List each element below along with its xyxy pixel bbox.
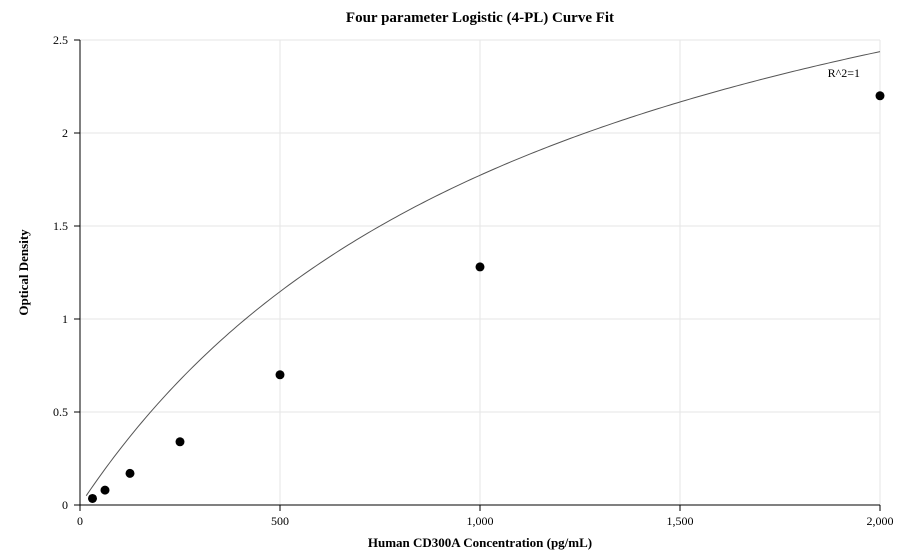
x-tick-label: 0 [77,514,83,528]
chart-container: 0 500 1,000 1,500 2,000 0 0.5 1 1.5 2 2.5 Four par… [0,0,903,560]
y-tick-label: 1.5 [53,219,68,233]
y-tick-label: 0.5 [53,405,68,419]
y-tick-label: 2.5 [53,33,68,47]
data-point [476,262,485,271]
data-point [276,370,285,379]
y-tick-label: 0 [62,498,68,512]
data-point [176,437,185,446]
x-tick-label: 1,000 [467,514,494,528]
axis-ticks: 0 500 1,000 1,500 2,000 0 0.5 1 1.5 2 2.5 [53,33,894,528]
x-tick-label: 2,000 [867,514,894,528]
data-point [88,494,97,503]
x-axis-label: Human CD300A Concentration (pg/mL) [368,535,592,550]
data-point [126,469,135,478]
fit-curve [86,52,880,496]
data-points [88,91,885,503]
data-point [876,91,885,100]
data-point [101,486,110,495]
x-tick-label: 500 [271,514,289,528]
y-tick-label: 2 [62,126,68,140]
gridlines [80,40,880,505]
x-tick-label: 1,500 [667,514,694,528]
y-axis-label: Optical Density [16,229,31,316]
chart-svg: 0 500 1,000 1,500 2,000 0 0.5 1 1.5 2 2.5 Four par… [0,0,903,560]
chart-title: Four parameter Logistic (4-PL) Curve Fit [346,10,614,26]
y-tick-label: 1 [62,312,68,326]
r-squared-annotation: R^2=1 [828,66,860,80]
